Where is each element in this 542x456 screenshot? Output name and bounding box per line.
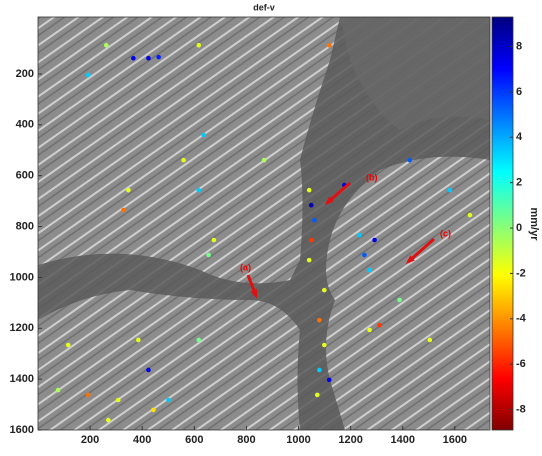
annotation: (b) <box>366 172 378 182</box>
sar-image <box>38 17 490 430</box>
colorbar-tick-label: 0 <box>516 222 522 234</box>
deformation-point <box>86 73 91 78</box>
colorbar-tick-label: 8 <box>516 40 522 52</box>
deformation-point <box>196 338 201 343</box>
x-tick-label: 1400 <box>390 434 414 446</box>
deformation-point <box>262 158 267 163</box>
x-tick-label: 1200 <box>338 434 362 446</box>
deformation-point <box>372 238 377 243</box>
colorbar <box>492 17 513 430</box>
deformation-point <box>196 43 201 48</box>
colorbar-tick-label: -4 <box>516 313 527 325</box>
x-tick-label: 200 <box>81 434 99 446</box>
y-tick-label: 1000 <box>10 271 34 283</box>
deformation-point <box>307 188 312 193</box>
deformation-point <box>309 238 314 243</box>
deformation-point <box>116 398 121 403</box>
colorbar-tick-label: -8 <box>516 403 526 415</box>
colorbar-tick-label: -2 <box>516 267 526 279</box>
deformation-point <box>104 43 109 48</box>
x-tick-label: 1600 <box>443 434 467 446</box>
deformation-point <box>327 378 332 383</box>
y-tick-label: 1400 <box>10 373 34 385</box>
deformation-point <box>181 158 186 163</box>
deformation-point <box>126 188 131 193</box>
deformation-point <box>397 298 402 303</box>
deformation-point <box>357 233 362 238</box>
deformation-point <box>317 318 322 323</box>
y-tick-label: 1600 <box>10 424 34 436</box>
deformation-point <box>309 203 314 208</box>
x-tick-label: 400 <box>133 434 151 446</box>
deformation-point <box>86 393 91 398</box>
colorbar-label: mm/yr <box>528 207 540 241</box>
y-tick-label: 600 <box>16 170 34 182</box>
deformation-point <box>146 56 151 61</box>
deformation-point <box>121 208 126 213</box>
deformation-point <box>156 55 161 60</box>
x-tick-label: 800 <box>237 434 255 446</box>
y-tick-label: 400 <box>16 119 34 131</box>
y-tick-label: 200 <box>16 68 34 80</box>
chart: def-v mm/yr 200 400 600 800 1000 1200 1400 1600… <box>0 0 542 451</box>
deformation-point <box>212 238 217 243</box>
deformation-point <box>448 188 453 193</box>
annotation: (c) <box>440 228 451 238</box>
deformation-point <box>166 398 171 403</box>
deformation-point <box>322 343 327 348</box>
colorbar-tick-label: -6 <box>516 358 526 370</box>
deformation-point <box>131 56 136 61</box>
deformation-point <box>317 368 322 373</box>
deformation-point <box>312 218 317 223</box>
deformation-point <box>196 188 201 193</box>
deformation-point <box>315 393 320 398</box>
colorbar-tick-label: 4 <box>516 131 523 143</box>
deformation-point <box>407 158 412 163</box>
chart-title: def-v <box>253 2 275 12</box>
deformation-point <box>327 43 332 48</box>
colorbar-tick-label: 2 <box>516 177 522 189</box>
deformation-point <box>206 253 211 258</box>
deformation-point <box>367 268 372 273</box>
deformation-point <box>322 288 327 293</box>
y-tick-label: 800 <box>16 220 34 232</box>
deformation-point <box>362 253 367 258</box>
deformation-point <box>151 408 156 413</box>
deformation-point <box>66 343 71 348</box>
colorbar-tick-label: 6 <box>516 86 522 98</box>
deformation-point <box>56 388 61 393</box>
deformation-point <box>106 418 111 423</box>
deformation-point <box>428 338 433 343</box>
deformation-point <box>146 368 151 373</box>
deformation-point <box>201 133 206 138</box>
deformation-point <box>367 328 372 333</box>
deformation-point <box>136 338 141 343</box>
x-tick-label: 1000 <box>286 434 310 446</box>
y-tick-label: 1200 <box>10 322 34 334</box>
deformation-point <box>468 213 473 218</box>
annotation: (a) <box>240 262 251 272</box>
x-tick-label: 600 <box>185 434 203 446</box>
deformation-point <box>307 258 312 263</box>
deformation-point <box>377 323 382 328</box>
